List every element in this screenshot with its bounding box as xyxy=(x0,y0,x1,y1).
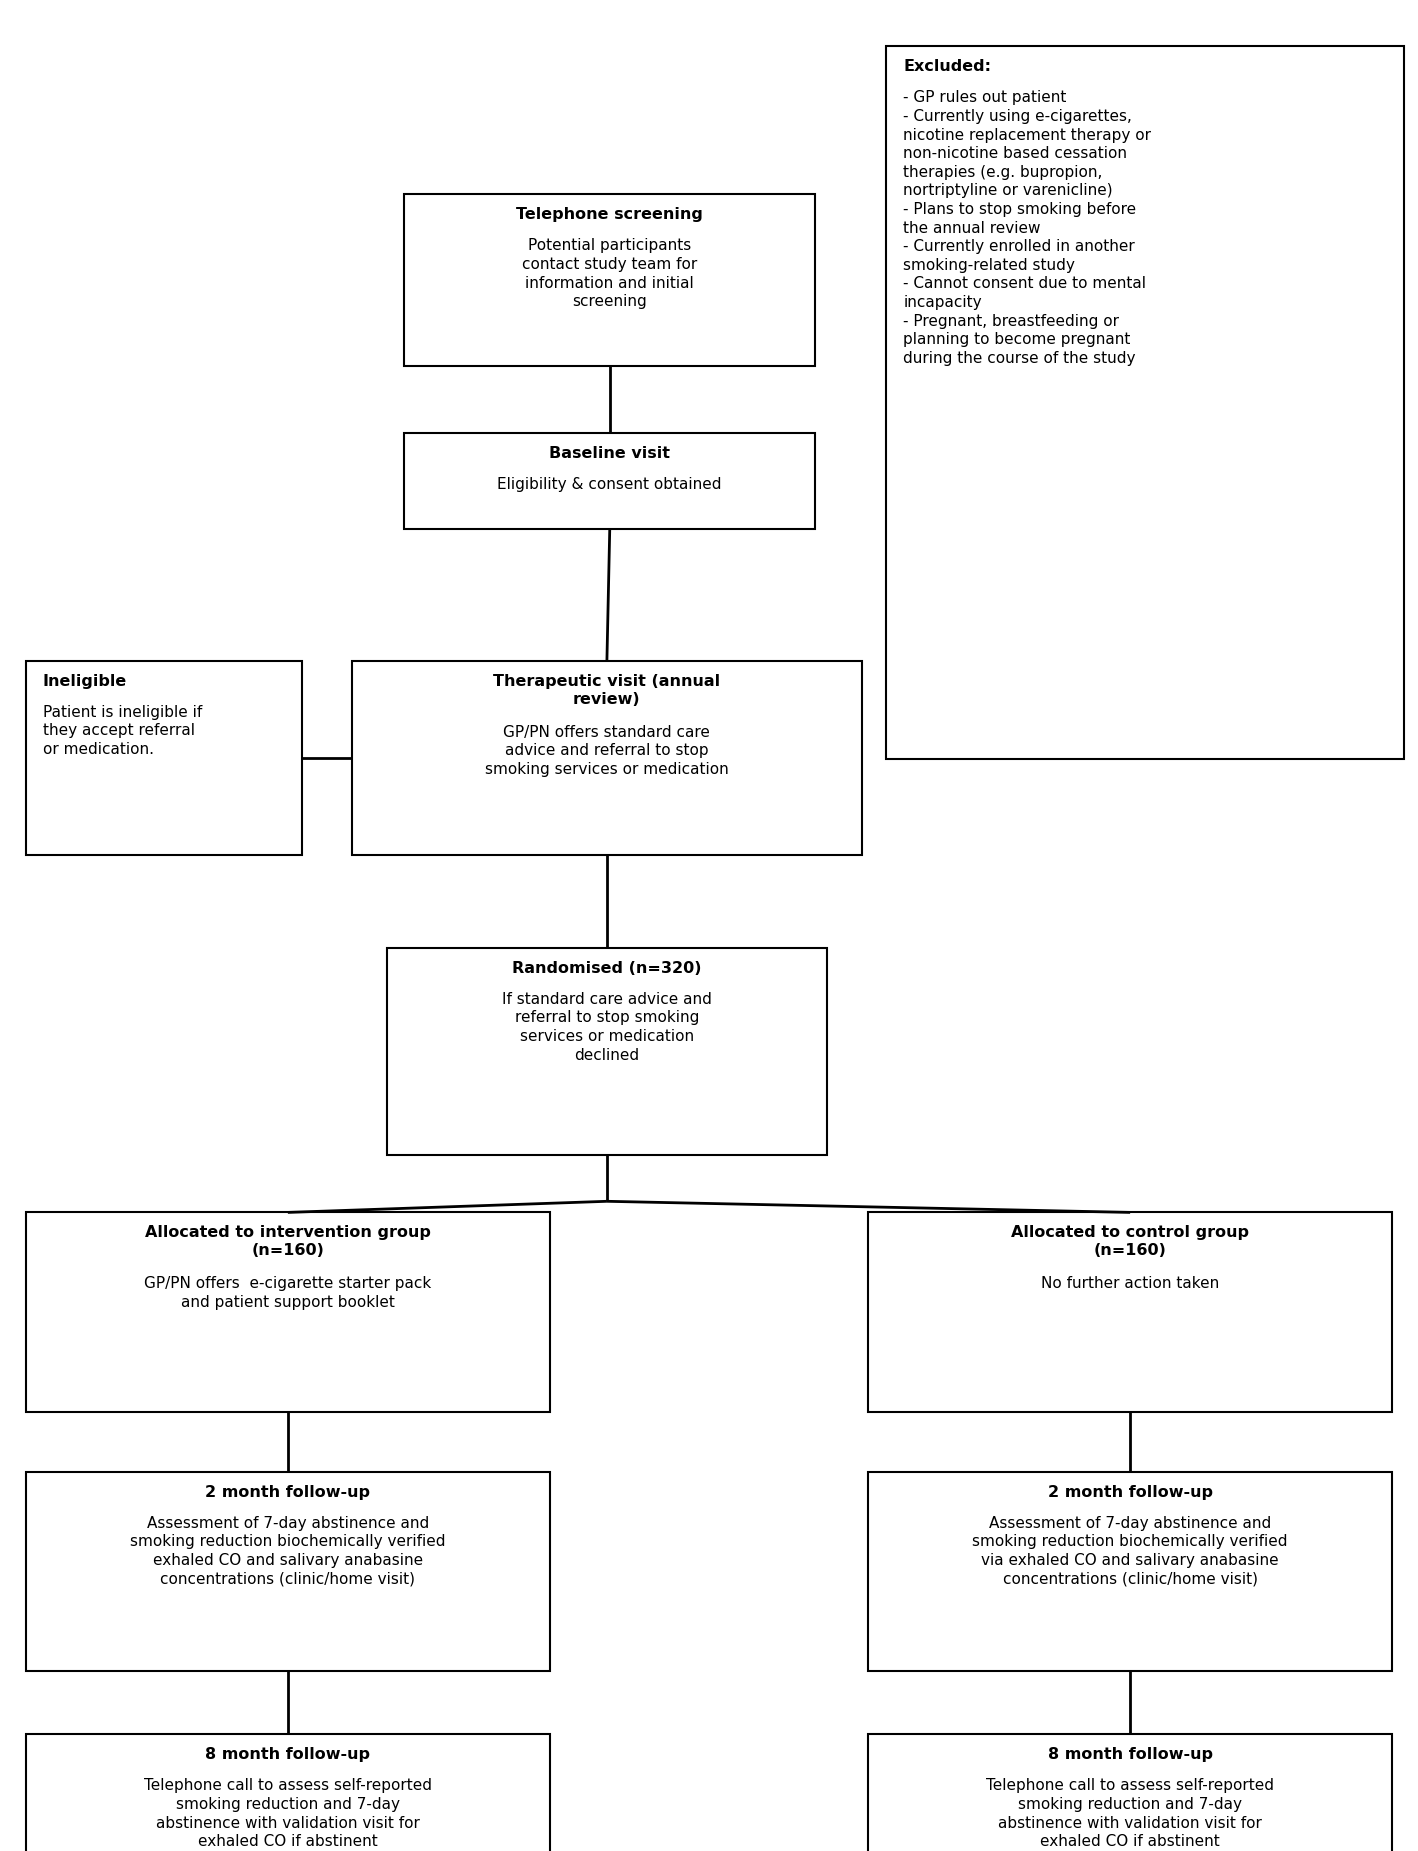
Text: Allocated to control group
(n=160): Allocated to control group (n=160) xyxy=(1011,1225,1249,1259)
Bar xyxy=(387,948,827,1155)
Text: If standard care advice and
referral to stop smoking
services or medication
decl: If standard care advice and referral to … xyxy=(502,992,712,1062)
Bar xyxy=(886,46,1404,759)
Text: GP/PN offers standard care
advice and referral to stop
smoking services or medic: GP/PN offers standard care advice and re… xyxy=(485,726,729,777)
Text: GP/PN offers  e-cigarette starter pack
and patient support booklet: GP/PN offers e-cigarette starter pack an… xyxy=(145,1277,431,1311)
Text: Randomised (n=320): Randomised (n=320) xyxy=(512,961,702,975)
Text: Baseline visit: Baseline visit xyxy=(549,446,671,461)
Text: Excluded:: Excluded: xyxy=(903,59,991,74)
Bar xyxy=(26,1472,550,1671)
Bar xyxy=(868,1212,1392,1412)
Bar xyxy=(404,433,815,529)
Bar xyxy=(868,1734,1392,1851)
Text: Eligibility & consent obtained: Eligibility & consent obtained xyxy=(498,478,722,492)
Bar xyxy=(26,1734,550,1851)
Text: Therapeutic visit (annual
review): Therapeutic visit (annual review) xyxy=(493,674,720,707)
Text: Allocated to intervention group
(n=160): Allocated to intervention group (n=160) xyxy=(145,1225,431,1259)
Text: - GP rules out patient
- Currently using e-cigarettes,
nicotine replacement ther: - GP rules out patient - Currently using… xyxy=(903,91,1151,366)
Text: Telephone screening: Telephone screening xyxy=(516,207,703,222)
Text: 2 month follow-up: 2 month follow-up xyxy=(206,1485,370,1499)
Text: Assessment of 7-day abstinence and
smoking reduction biochemically verified
exha: Assessment of 7-day abstinence and smoki… xyxy=(130,1516,445,1586)
Text: 8 month follow-up: 8 month follow-up xyxy=(206,1747,370,1762)
Text: Potential participants
contact study team for
information and initial
screening: Potential participants contact study tea… xyxy=(522,239,698,309)
Text: 8 month follow-up: 8 month follow-up xyxy=(1048,1747,1212,1762)
Text: 2 month follow-up: 2 month follow-up xyxy=(1048,1485,1212,1499)
Text: Ineligible: Ineligible xyxy=(43,674,126,689)
Bar xyxy=(868,1472,1392,1671)
Text: Telephone call to assess self-reported
smoking reduction and 7-day
abstinence wi: Telephone call to assess self-reported s… xyxy=(143,1779,432,1849)
Bar xyxy=(352,661,862,855)
Text: Assessment of 7-day abstinence and
smoking reduction biochemically verified
via : Assessment of 7-day abstinence and smoki… xyxy=(973,1516,1288,1586)
Bar xyxy=(26,1212,550,1412)
Text: Patient is ineligible if
they accept referral
or medication.: Patient is ineligible if they accept ref… xyxy=(43,705,201,757)
Text: Telephone call to assess self-reported
smoking reduction and 7-day
abstinence wi: Telephone call to assess self-reported s… xyxy=(986,1779,1275,1849)
Bar xyxy=(26,661,302,855)
Text: No further action taken: No further action taken xyxy=(1041,1277,1219,1292)
Bar xyxy=(404,194,815,366)
